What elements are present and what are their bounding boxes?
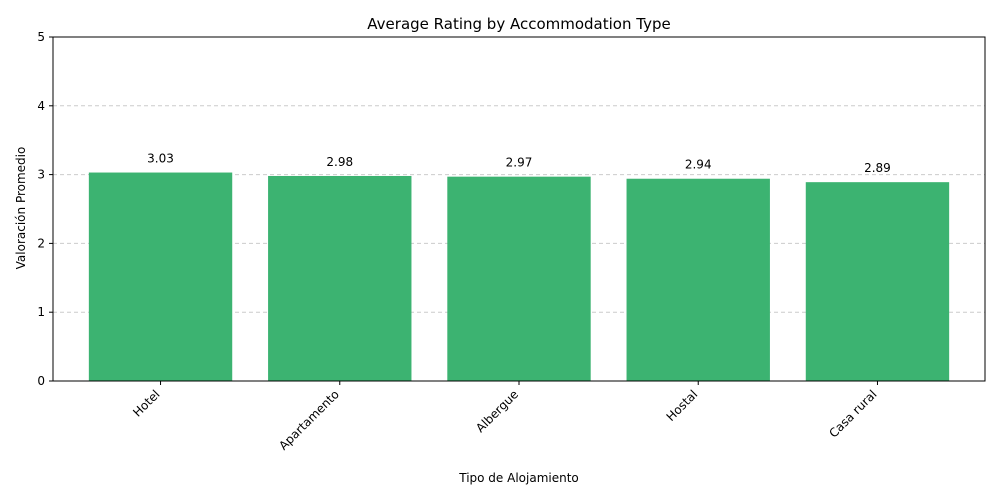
data-label: 2.94 (685, 158, 712, 172)
data-label: 2.89 (864, 161, 891, 175)
bars (88, 172, 950, 381)
data-label: 3.03 (147, 152, 174, 166)
y-axis: 0 1 2 3 4 5 (37, 30, 53, 388)
bar (805, 182, 950, 381)
y-tick-label: 3 (37, 168, 45, 182)
chart-title: Average Rating by Accommodation Type (367, 15, 670, 33)
y-tick-label: 2 (37, 236, 45, 250)
y-tick-label: 0 (37, 374, 45, 388)
y-tick-label: 5 (37, 30, 45, 44)
data-label: 2.98 (326, 155, 353, 169)
x-axis: Hotel Apartamento Albergue Hostal Casa rural (130, 381, 880, 453)
x-tick-label: Casa rural (826, 387, 879, 440)
bar (268, 175, 412, 381)
x-tick-label: Apartamento (276, 387, 342, 453)
data-labels: 3.03 2.98 2.97 2.94 2.89 (147, 152, 891, 176)
bar (88, 172, 233, 381)
x-axis-label: Tipo de Alojamiento (458, 471, 579, 485)
y-axis-label: Valoración Promedio (14, 147, 28, 270)
y-tick-label: 1 (37, 305, 45, 319)
x-tick-label: Hotel (130, 387, 162, 419)
x-tick-label: Albergue (473, 387, 521, 435)
x-tick-label: Hostal (664, 387, 701, 424)
bar (447, 176, 591, 381)
bar (626, 178, 770, 381)
data-label: 2.97 (506, 156, 533, 170)
y-tick-label: 4 (37, 99, 45, 113)
